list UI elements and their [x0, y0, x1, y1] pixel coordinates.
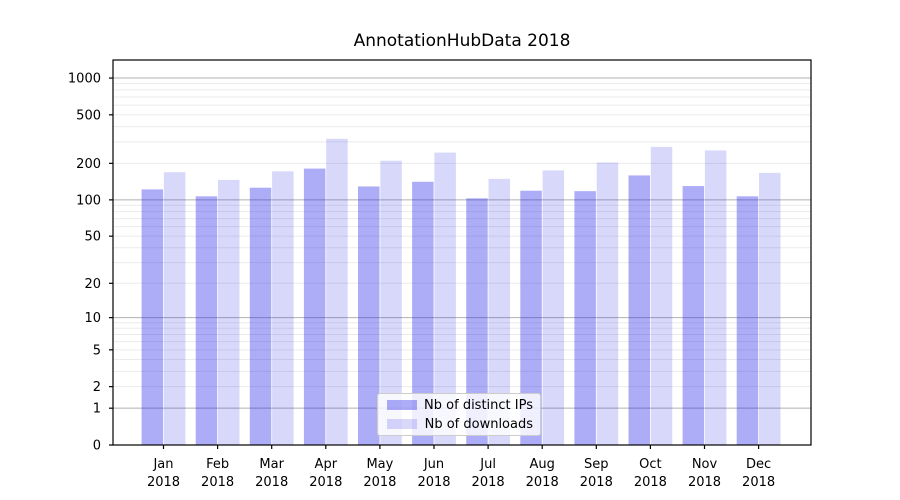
- bars-downloads-may: [380, 160, 402, 446]
- x-tick-label-year-may: 2018: [363, 475, 396, 490]
- x-tick-label-month-nov: Nov: [692, 457, 718, 472]
- y-tick-label-1000: 1000: [68, 72, 101, 87]
- bars-downloads-nov: [704, 150, 727, 445]
- bars-distinct-ips: [141, 168, 759, 445]
- legend-label-downloads: Nb of downloads: [424, 416, 533, 432]
- bars-downloads-apr: [326, 138, 348, 446]
- legend-item-distinct-ips: Nb of distinct IPs: [387, 397, 533, 413]
- bars-downloads-mar: [272, 171, 294, 445]
- x-tick-label-month-sep: Sep: [584, 457, 609, 472]
- x-tick-label-year-dec: 2018: [742, 475, 775, 490]
- bars-distinct-ips-aug: [520, 190, 542, 445]
- bars-downloads-feb: [218, 179, 240, 446]
- x-tick-label-year-nov: 2018: [688, 475, 721, 490]
- bars-downloads-aug: [542, 170, 565, 446]
- x-tick-label-month-mar: Mar: [259, 457, 284, 472]
- x-tick-label-month-jul: Jul: [479, 457, 496, 472]
- bars-downloads-jan: [163, 172, 186, 445]
- x-tick-label-year-jan: 2018: [147, 475, 180, 490]
- x-tick-label-year-apr: 2018: [309, 475, 342, 490]
- x-tick-label-year-jun: 2018: [417, 475, 450, 490]
- y-tick-label-500: 500: [76, 108, 101, 123]
- legend-swatch-distinct-ips: [387, 400, 417, 410]
- bars-distinct-ips-nov: [682, 186, 705, 445]
- y-tick-label-20: 20: [84, 277, 101, 292]
- x-tick-label-year-mar: 2018: [255, 475, 288, 490]
- bars-distinct-ips-mar: [249, 187, 272, 445]
- bars-downloads-dec: [759, 172, 781, 446]
- plot-frame: [112, 59, 812, 446]
- x-axis-ticks: Jan 2018 Feb 2018 Mar 2018 Apr 2018 May 2018 Jun 20…: [147, 445, 775, 490]
- x-tick-label-month-jan: Jan: [152, 457, 173, 472]
- x-tick-label-year-oct: 2018: [634, 475, 667, 490]
- x-tick-label-month-jun: Jun: [423, 457, 444, 472]
- legend-item-downloads: Nb of downloads: [387, 416, 533, 432]
- chart-title: AnnotationHubData 2018: [353, 31, 571, 51]
- y-tick-label-10: 10: [84, 311, 101, 326]
- y-tick-label-50: 50: [84, 230, 101, 245]
- y-tick-label-2: 2: [93, 380, 101, 395]
- x-tick-label-month-oct: Oct: [639, 457, 661, 472]
- x-tick-label-month-feb: Feb: [206, 457, 229, 472]
- x-tick-label-month-dec: Dec: [746, 457, 771, 472]
- bars-distinct-ips-oct: [628, 175, 650, 445]
- x-tick-label-month-aug: Aug: [530, 457, 555, 472]
- x-tick-label-year-sep: 2018: [580, 475, 613, 490]
- bars-distinct-ips-feb: [195, 196, 218, 445]
- x-tick-label-month-apr: Apr: [315, 457, 338, 472]
- gridlines-minor: [113, 83, 811, 388]
- y-tick-label-200: 200: [76, 157, 101, 172]
- legend-label-distinct-ips: Nb of distinct IPs: [424, 397, 533, 413]
- bars-distinct-ips-jun: [412, 181, 434, 445]
- x-tick-label-month-may: May: [366, 457, 393, 472]
- y-tick-label-5: 5: [93, 343, 101, 358]
- x-tick-label-year-jul: 2018: [472, 475, 505, 490]
- bars-downloads-jul: [488, 178, 510, 445]
- bars-distinct-ips-dec: [736, 196, 759, 445]
- bars-distinct-ips-apr: [303, 168, 326, 445]
- y-tick-label-1: 1: [93, 402, 101, 417]
- legend-swatch-downloads: [387, 419, 417, 429]
- bars-distinct-ips-sep: [574, 191, 596, 445]
- legend-box: Nb of distinct IPs Nb of downloads: [377, 393, 541, 436]
- y-tick-label-0: 0: [93, 439, 101, 454]
- bars-distinct-ips-may: [358, 186, 380, 445]
- bars-downloads-sep: [596, 162, 619, 445]
- bars-downloads-jun: [434, 152, 456, 446]
- bars-distinct-ips-jul: [466, 198, 488, 445]
- bars-downloads-oct: [650, 146, 673, 446]
- x-tick-label-year-feb: 2018: [201, 475, 234, 490]
- bars-distinct-ips-jan: [141, 189, 164, 445]
- x-tick-label-year-aug: 2018: [526, 475, 559, 490]
- bars-downloads: [163, 138, 781, 446]
- y-tick-label-100: 100: [76, 193, 101, 208]
